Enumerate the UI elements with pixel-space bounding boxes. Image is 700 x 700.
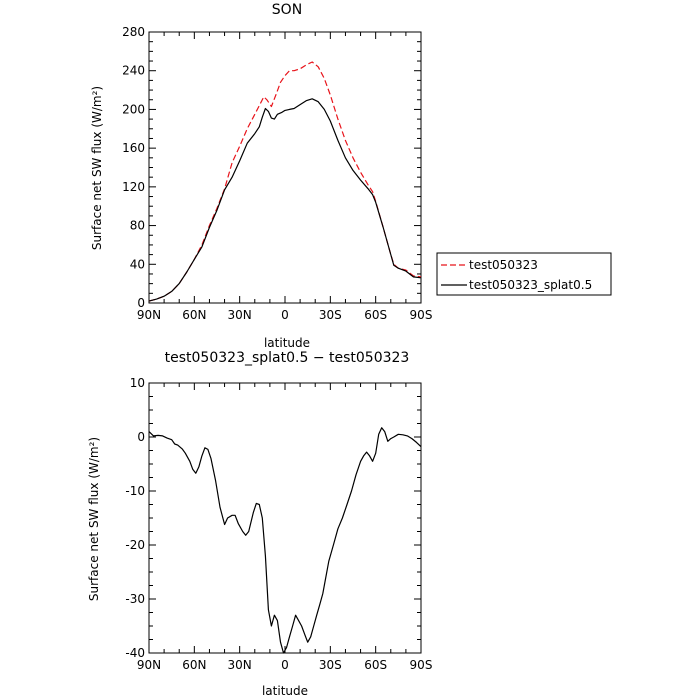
bottom-ytick-label: 0 xyxy=(137,430,145,444)
bottom-xtick-label: 60N xyxy=(182,658,206,672)
top-xtick-label: 30N xyxy=(228,308,252,322)
top-ytick-label: 40 xyxy=(130,257,145,271)
bottom-chart: test050323_splat0.5 − test050323 -40-30-… xyxy=(87,350,432,698)
bottom-frame xyxy=(148,382,422,654)
top-ytick-label: 80 xyxy=(130,219,145,233)
top-frame xyxy=(148,31,422,304)
top-ytick-label: 160 xyxy=(122,141,145,155)
bottom-y-axis-label: Surface net SW flux (W/m²) xyxy=(87,437,101,601)
top-ytick-label: 0 xyxy=(137,296,145,310)
bottom-ytick-label: -40 xyxy=(125,646,145,660)
bottom-xtick-label: 0 xyxy=(281,658,289,672)
top-xtick-label: 60N xyxy=(182,308,206,322)
bottom-chart-title: test050323_splat0.5 − test050323 xyxy=(165,350,410,366)
bottom-xtick-label: 60S xyxy=(364,658,387,672)
top-plot-area: 0 40 80 120 160 200 240 280 90N 60N 30N 0 30S 60S 90S xyxy=(122,25,432,322)
top-ytick-label: 280 xyxy=(122,25,145,39)
top-ytick-label: 200 xyxy=(122,102,145,116)
top-xtick-label: 30S xyxy=(319,308,342,322)
bottom-plot-area: -40 -30 -20 -10 0 10 90N 60N 30N 0 30S 60S 90S xyxy=(125,376,432,672)
top-x-axis-label: latitude xyxy=(264,336,310,350)
top-xtick-label: 60S xyxy=(364,308,387,322)
bottom-ytick-label: 10 xyxy=(130,376,145,390)
bottom-ytick-label: -20 xyxy=(125,538,145,552)
legend-label-splat: test050323_splat0.5 xyxy=(469,278,592,292)
bottom-ytick-label: -30 xyxy=(125,592,145,606)
bottom-xtick-label: 90N xyxy=(137,658,161,672)
top-series-line-2 xyxy=(148,98,422,302)
top-ytick-label: 120 xyxy=(122,180,145,194)
bottom-x-axis-label: latitude xyxy=(262,684,308,698)
bottom-xtick-label: 30S xyxy=(319,658,342,672)
top-xtick-label: 0 xyxy=(281,308,289,322)
bottom-series-line-1 xyxy=(148,427,422,654)
bottom-xtick-label: 90S xyxy=(410,658,433,672)
top-series-line-1 xyxy=(148,61,422,302)
top-chart-title: SON xyxy=(272,2,302,18)
top-chart: SON 0 40 80 120 160 200 240 280 90N 60N 30N 0 30S 60S… xyxy=(90,2,432,350)
legend-label-test050323: test050323 xyxy=(469,258,538,272)
top-xtick-label: 90S xyxy=(410,308,433,322)
bottom-ytick-label: -10 xyxy=(125,484,145,498)
top-y-axis-label: Surface net SW flux (W/m²) xyxy=(90,86,104,250)
legend-box xyxy=(436,252,612,296)
top-xtick-label: 90N xyxy=(137,308,161,322)
bottom-xtick-label: 30N xyxy=(228,658,252,672)
legend: test050323 test050323_splat0.5 xyxy=(436,252,612,296)
top-ytick-label: 240 xyxy=(122,64,145,78)
